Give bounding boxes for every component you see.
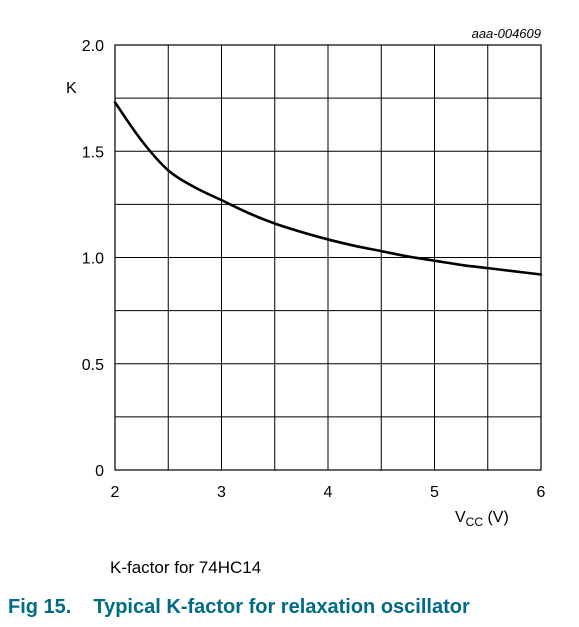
y-tick-label: 1.5 — [82, 144, 104, 161]
x-tick-labels: 2 3 4 5 6 — [111, 484, 546, 501]
chart-grid — [115, 45, 541, 470]
y-tick-label: 0.5 — [82, 357, 104, 374]
x-axis-label-subscript: CC — [466, 515, 484, 529]
plot-frame — [114, 44, 542, 471]
x-axis-label-main: V — [455, 509, 466, 526]
y-tick-label: 2.0 — [82, 38, 104, 55]
x-tick-label: 5 — [430, 484, 439, 501]
x-tick-label: 4 — [324, 484, 333, 501]
y-tick-labels: 0 0.5 1.0 1.5 2.0 — [82, 38, 104, 480]
figure-number: Fig 15. — [8, 596, 72, 618]
k-factor-chart: 0 0.5 1.0 1.5 2.0 2 3 4 5 6 aaa-004609 K VCC (V) — [66, 26, 546, 529]
y-axis-label: K — [66, 80, 77, 97]
figure-title: Fig 15. Typical K-factor for relaxation o… — [8, 596, 470, 619]
figure-title-text: Typical K-factor for relaxation oscillat… — [93, 596, 470, 618]
x-axis-label: VCC (V) — [455, 509, 509, 529]
y-tick-label: 1.0 — [82, 251, 104, 268]
x-axis-label-unit: (V) — [483, 509, 509, 526]
k-factor-curve — [113, 101, 543, 276]
x-tick-label: 2 — [111, 484, 120, 501]
figure-reference-code: aaa-004609 — [472, 26, 541, 41]
x-tick-label: 6 — [537, 484, 546, 501]
chart-caption: K-factor for 74HC14 — [110, 558, 262, 577]
y-tick-label: 0 — [95, 463, 104, 480]
x-tick-label: 3 — [217, 484, 226, 501]
